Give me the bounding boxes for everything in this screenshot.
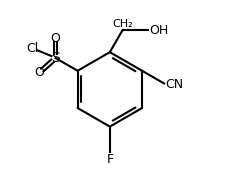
Text: S: S (51, 51, 60, 65)
Text: Cl: Cl (27, 42, 39, 55)
Text: O: O (35, 66, 44, 79)
Text: O: O (51, 32, 60, 45)
Text: CN: CN (165, 78, 183, 91)
Text: F: F (106, 153, 114, 166)
Text: OH: OH (149, 24, 168, 37)
Text: CH₂: CH₂ (112, 19, 133, 29)
